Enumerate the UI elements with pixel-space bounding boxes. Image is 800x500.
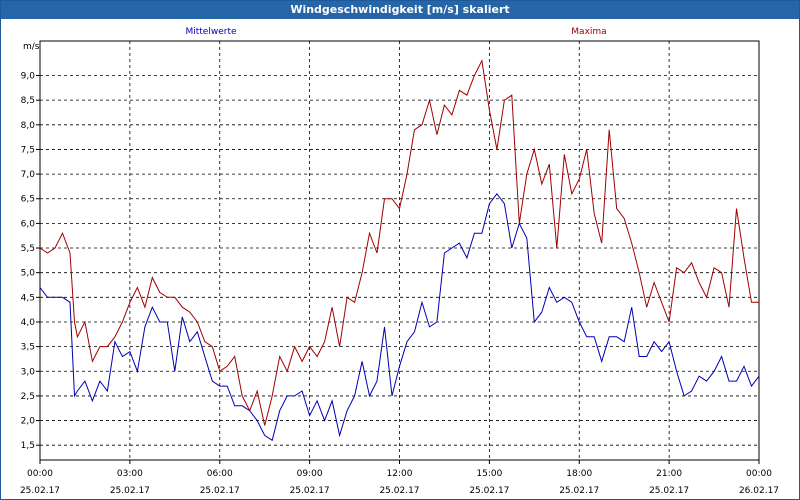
x-tick-date: 25.02.17: [469, 486, 509, 496]
x-tick-time: 06:00: [207, 469, 233, 479]
y-tick-label: 1,5: [21, 441, 35, 451]
x-tick-time: 21:00: [656, 469, 682, 479]
x-tick-time: 15:00: [476, 469, 502, 479]
grid-lines: [40, 41, 759, 460]
series-line-maxima: [39, 59, 759, 426]
y-axis-ticks: 1,5 2,0 2,5 3,0 3,5 4,0 4,5 5,0 5,5 6,0 6,5 7,0 7,5 8…: [21, 72, 40, 451]
x-tick-time: 00:00: [746, 469, 772, 479]
y-tick-label: 8,5: [21, 96, 35, 106]
y-tick-label: 8,0: [21, 121, 36, 131]
x-tick-time: 18:00: [566, 469, 592, 479]
x-tick-date: 25.02.17: [649, 486, 689, 496]
y-tick-label: 4,5: [21, 293, 35, 303]
x-tick-date: 25.02.17: [290, 486, 330, 496]
y-tick-label: 3,5: [21, 343, 35, 353]
x-tick-time: 12:00: [387, 469, 413, 479]
series-lines: [39, 59, 760, 442]
x-tick-time: 00:00: [27, 469, 53, 479]
x-tick-date: 25.02.17: [110, 486, 150, 496]
x-tick-date: 25.02.17: [200, 486, 240, 496]
y-tick-label: 3,0: [21, 367, 36, 377]
x-tick-date: 25.02.17: [20, 486, 60, 496]
x-tick-time: 03:00: [117, 469, 143, 479]
y-tick-label: 5,5: [21, 244, 35, 254]
x-tick-date: 25.02.17: [379, 486, 419, 496]
legend-maxima: Maxima: [571, 27, 606, 37]
y-tick-label: 6,5: [21, 195, 35, 205]
y-tick-label: 5,0: [21, 269, 36, 279]
legend-mittelwerte: Mittelwerte: [185, 27, 236, 37]
x-tick-date: 25.02.17: [559, 486, 599, 496]
y-tick-label: 4,0: [21, 318, 36, 328]
x-axis-ticks: 00:00 25.02.17 03:00 25.02.17 06:00 25.02.17 0…: [20, 460, 779, 496]
x-tick-time: 09:00: [297, 469, 323, 479]
y-axis-unit: m/s: [23, 42, 40, 52]
x-tick-date: 26.02.17: [739, 486, 779, 496]
y-tick-label: 2,0: [21, 417, 36, 427]
series-line-mittelwerte: [39, 192, 760, 442]
y-tick-label: 7,5: [21, 145, 35, 155]
y-tick-label: 9,0: [21, 72, 36, 82]
window-title: Windgeschwindigkeit [m/s] skaliert: [1, 1, 799, 19]
y-tick-label: 6,0: [21, 219, 36, 229]
y-tick-label: 7,0: [21, 170, 36, 180]
y-tick-label: 2,5: [21, 392, 35, 402]
